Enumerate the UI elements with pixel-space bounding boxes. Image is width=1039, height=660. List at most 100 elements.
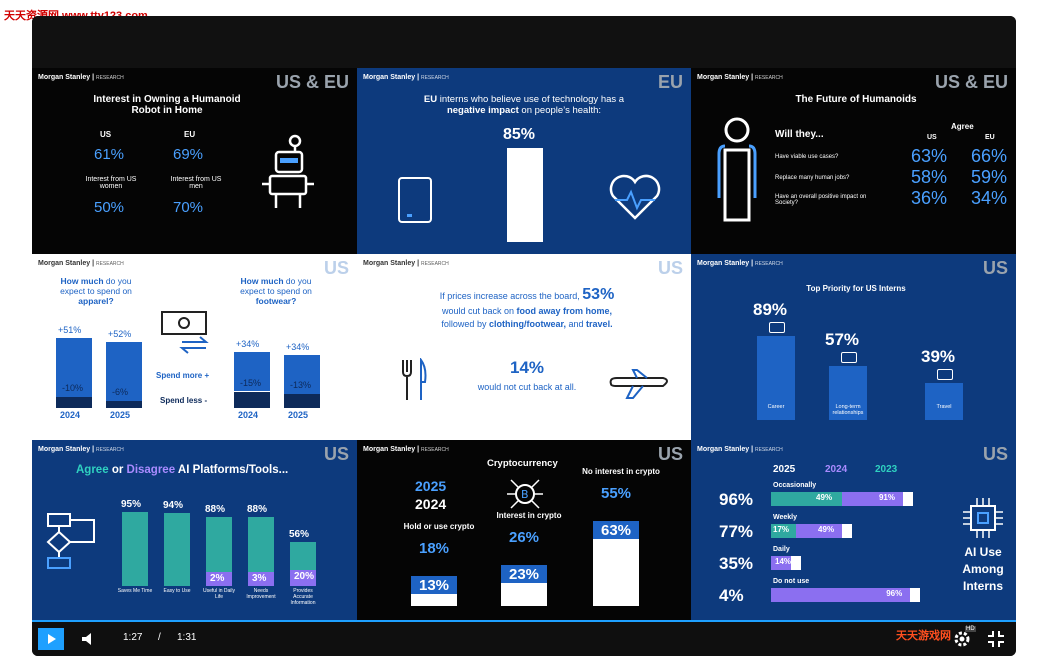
ai-use-row-label: Occasionally: [773, 482, 817, 489]
disagree-value: 20%: [294, 571, 315, 583]
heart-rate-icon: [609, 174, 661, 220]
footwear-less-label: -13%: [290, 379, 312, 390]
panel-title: The Future of Humanoids: [795, 94, 917, 105]
bar-label: Provides Accurate Information: [290, 588, 316, 606]
footwear-year-label: 2024: [238, 410, 259, 420]
bar-label: Needs Improvement: [246, 588, 276, 600]
priority-bar: [925, 383, 963, 420]
apparel-more-label: +52%: [108, 328, 132, 339]
men-value: 70%: [173, 199, 204, 216]
bar-label: Easy to Use: [163, 588, 191, 594]
settings-button[interactable]: HD: [952, 626, 976, 654]
us-value: 61%: [94, 146, 125, 163]
us-label: US: [927, 134, 937, 141]
bitcoin-network-icon: B: [507, 479, 543, 509]
apparel-less-bar: [56, 397, 92, 408]
footwear-more-label: +34%: [286, 341, 310, 352]
region-label: US: [657, 258, 683, 278]
cutback-line-3: followed by clothing/footwear, and trave…: [441, 319, 613, 329]
ai-use-bar-2024: [771, 588, 911, 602]
value-bar: [507, 148, 543, 242]
crypto-bar-2024: [501, 582, 547, 606]
region-label: US: [657, 444, 683, 464]
panel-top-priority: Morgan Stanley | RESEARCH US Top Priorit…: [691, 254, 1016, 440]
money-exchange-icon: [161, 311, 209, 354]
women-value: 50%: [94, 199, 125, 216]
q3-us: 36%: [911, 188, 948, 208]
ai-use-row-label: Do not use: [773, 578, 810, 585]
progress-bar[interactable]: [32, 620, 1016, 623]
year-2024-legend: 2024: [415, 496, 447, 512]
year-2025-legend: 2025: [773, 464, 796, 475]
year-2023-legend: 2023: [875, 464, 898, 475]
ai-use-row-label: Weekly: [773, 514, 797, 521]
panel-price-cutback: Morgan Stanley | RESEARCH US If prices i…: [357, 254, 691, 440]
humanoid-icon: [717, 117, 757, 222]
region-label: US & EU: [934, 72, 1008, 92]
footwear-more-label: +34%: [236, 339, 260, 350]
no-cutback-label: would not cut back at all.: [477, 382, 577, 392]
agree-value: 56%: [289, 529, 310, 541]
time-separator: /: [158, 632, 161, 643]
watermark-bottom: 天天游戏网: [896, 630, 951, 642]
agree-value: 94%: [163, 499, 184, 511]
eu-label: EU: [184, 130, 196, 139]
crypto-group-label: Hold or use crypto: [403, 521, 475, 531]
ai-use-big-value: 96%: [719, 490, 754, 509]
region-label: US: [323, 258, 349, 278]
spend-less-label: Spend less -: [160, 396, 208, 405]
video-player[interactable]: Morgan Stanley | RESEARCH US & EU Intere…: [32, 16, 1016, 656]
player-controls: 1:27 / 1:31 HD: [32, 622, 1016, 656]
disagree-bar: [248, 572, 274, 586]
brand-label: Morgan Stanley | RESEARCH: [38, 446, 124, 453]
agree-bar: [164, 512, 190, 586]
crypto-2025-value: 55%: [601, 484, 632, 502]
gear-icon: [954, 631, 970, 647]
ai-use-bar-2023: [771, 492, 843, 506]
panel-title: Cryptocurrency: [487, 458, 558, 469]
value-label: 85%: [503, 126, 536, 143]
region-label: US & EU: [275, 72, 349, 92]
ai-use-2023-value: 17%: [773, 525, 790, 534]
volume-icon[interactable]: [80, 631, 96, 647]
play-button[interactable]: [38, 628, 64, 650]
apparel-less-bar: [106, 401, 142, 408]
fork-knife-icon: [402, 358, 427, 400]
player-top-bar: [32, 16, 1016, 69]
panel-title: Interest in Owning a Humanoid Robot in H…: [93, 94, 241, 116]
region-label: US: [982, 444, 1008, 464]
footwear-more-bar: [284, 354, 320, 394]
svg-text:B: B: [521, 488, 529, 501]
crypto-bar-2024: [411, 593, 457, 606]
panel-crypto: Morgan Stanley | RESEARCH US Cryptocurre…: [357, 440, 691, 622]
priority-value: 57%: [825, 330, 860, 350]
agree-value: 95%: [121, 498, 142, 510]
eu-label: EU: [985, 134, 995, 141]
infographic-grid: Morgan Stanley | RESEARCH US & EU Intere…: [32, 68, 1016, 636]
footwear-less-bar: [234, 391, 270, 408]
play-icon: [48, 634, 56, 644]
panel-ai-use: Morgan Stanley | RESEARCH US 2025 2024 2…: [691, 440, 1016, 622]
disagree-bar: [290, 570, 316, 586]
panel-future-humanoids: Morgan Stanley | RESEARCH US & EU The Fu…: [691, 68, 1016, 254]
bar-label: Saves Me Time: [117, 588, 153, 594]
hd-badge: HD: [965, 626, 976, 632]
current-time: 1:27: [123, 632, 143, 643]
brand-label: Morgan Stanley | RESEARCH: [697, 260, 783, 267]
ai-use-row-label: Daily: [773, 546, 790, 553]
no-cutback-value: 14%: [509, 358, 545, 377]
panel-spending: Morgan Stanley | RESEARCH US How much do…: [32, 254, 357, 440]
priority-bar: [829, 366, 867, 420]
footwear-less-label: -15%: [240, 377, 262, 388]
footwear-more-bar: [234, 352, 270, 392]
will-they-label: Will they...: [775, 129, 824, 140]
question-2: Replace many human jobs?: [775, 175, 850, 181]
panel-humanoid-interest: Morgan Stanley | RESEARCH US & EU Intere…: [32, 68, 357, 254]
panel-title: Agree or Disagree AI Platforms/Tools...: [76, 464, 289, 476]
agree-label: Agree: [951, 122, 974, 131]
exit-fullscreen-icon[interactable]: [987, 630, 1005, 648]
region-label: US: [323, 444, 349, 464]
women-label: Interest from US women: [85, 176, 137, 190]
ai-use-2024-value: 91%: [878, 493, 895, 502]
ai-use-big-value: 4%: [719, 586, 744, 605]
